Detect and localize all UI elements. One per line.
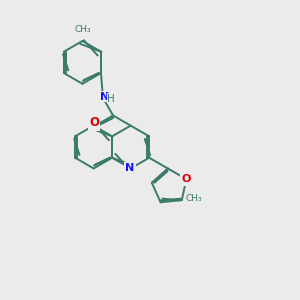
Text: CH₃: CH₃ [186, 194, 202, 203]
Text: N: N [100, 92, 109, 102]
Text: O: O [89, 116, 99, 129]
Text: CH₃: CH₃ [74, 25, 91, 34]
Text: O: O [182, 174, 191, 184]
Text: H: H [107, 94, 115, 104]
Text: N: N [125, 164, 135, 173]
